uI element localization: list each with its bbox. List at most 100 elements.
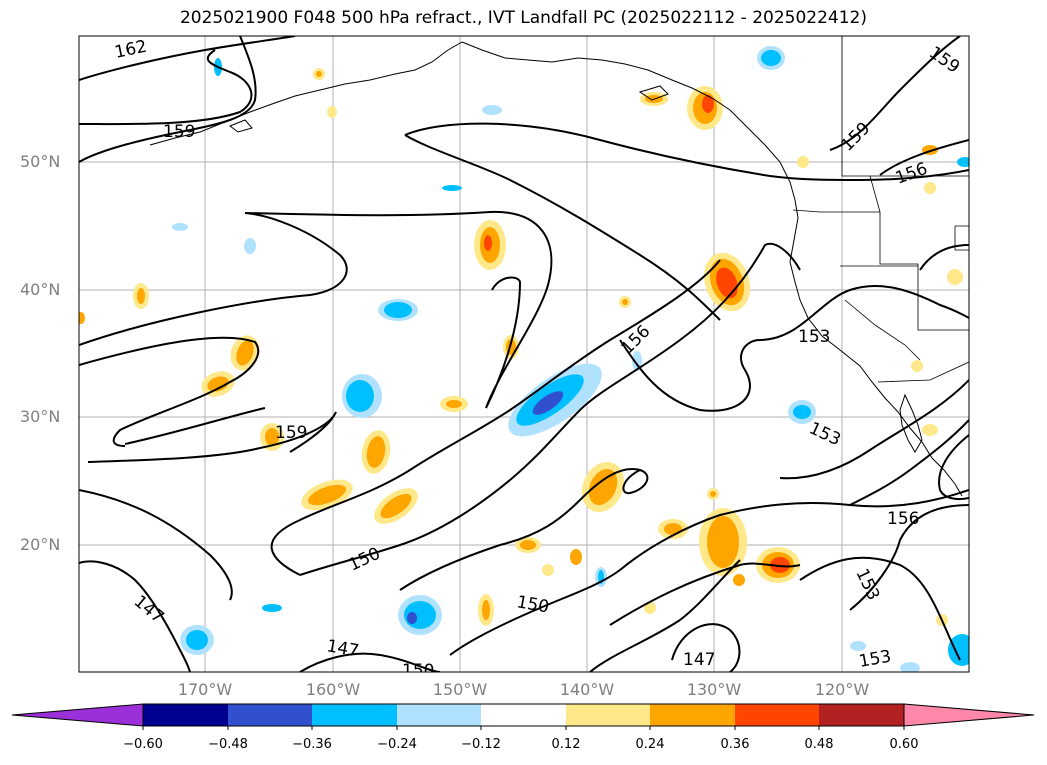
map-frame (78, 35, 970, 673)
map-title: 2025021900 F048 500 hPa refract., IVT La… (179, 8, 867, 28)
anomaly-blob (327, 106, 337, 118)
anomaly-blob (957, 157, 969, 167)
contour-label: 147 (683, 650, 715, 670)
lat-label: 20°N (20, 535, 61, 554)
anomaly-blob (702, 95, 714, 113)
anomaly-blob (570, 549, 582, 565)
colorbar (11, 703, 1035, 730)
colorbar-segment (397, 704, 481, 726)
anomaly-blob (588, 468, 618, 506)
contour-label: 150 (346, 544, 384, 576)
contour-label: 159 (163, 122, 195, 142)
anomaly-blob (644, 602, 656, 614)
contour-label: 147 (130, 592, 168, 628)
colorbar-tick-label: 0.36 (720, 737, 750, 752)
contour-label: 150 (402, 661, 434, 681)
anomaly-blob (761, 50, 781, 66)
colorbar-tick-label: 0.12 (551, 737, 581, 752)
anomaly-blob (172, 223, 188, 231)
anomaly-blob (244, 238, 256, 254)
anomaly-blob (733, 574, 745, 586)
lat-label: 30°N (20, 407, 61, 426)
political-borders (792, 36, 969, 383)
anomaly-blob (79, 312, 85, 324)
contour-label: 153 (851, 566, 883, 604)
anomaly-blob (407, 612, 417, 624)
anomaly-blob (948, 634, 969, 666)
anomaly-blob (482, 600, 490, 620)
colorbar-tick-label: −0.60 (123, 737, 163, 752)
anomaly-blob (316, 71, 322, 77)
shaded-anomalies (79, 46, 969, 672)
contour-label: 156 (617, 321, 654, 358)
lon-label: 120°W (814, 680, 870, 699)
anomaly-blob (137, 288, 145, 304)
anomaly-blob (664, 523, 682, 535)
anomaly-blob (850, 641, 866, 651)
lon-label: 170°W (177, 680, 233, 699)
anomaly-blob (900, 662, 920, 672)
colorbar-segment (735, 704, 819, 726)
lat-label: 50°N (20, 152, 61, 171)
lon-label: 130°W (686, 680, 742, 699)
lon-label: 160°W (305, 680, 361, 699)
anomaly-blob (308, 484, 346, 506)
anomaly-blob (622, 299, 628, 305)
anomaly-blob (446, 400, 462, 408)
anomaly-blob (520, 540, 536, 550)
contour-label: 153 (857, 647, 892, 672)
anomaly-blob (482, 105, 502, 115)
anomaly-blob (947, 269, 963, 285)
contour-label: 150 (515, 592, 550, 617)
anomaly-blob (797, 156, 809, 168)
coastlines (149, 41, 963, 497)
colorbar-tick-label: −0.12 (461, 737, 501, 752)
lon-label: 140°W (559, 680, 615, 699)
contour-label: 159 (925, 43, 963, 78)
contour-label: 156 (887, 509, 919, 529)
anomaly-blob (707, 516, 739, 568)
colorbar-segment (143, 704, 228, 726)
gridlines (79, 36, 969, 672)
anomaly-blob (186, 630, 208, 650)
anomaly-blob (262, 604, 282, 612)
colorbar-tick-label: −0.24 (377, 737, 417, 752)
anomaly-blob (380, 493, 412, 519)
anomaly-blob (793, 405, 811, 419)
anomaly-blob (346, 380, 374, 412)
anomaly-blob (265, 428, 279, 446)
contour-label: 162 (113, 37, 149, 63)
anomaly-blob (236, 340, 254, 366)
anomaly-blob (384, 302, 412, 318)
colorbar-segment (650, 704, 735, 726)
anomaly-blob (366, 436, 386, 468)
anomaly-blob (532, 391, 564, 415)
colorbar-segment (819, 704, 904, 726)
colorbar-segment (228, 704, 312, 726)
colorbar-extend-left (11, 703, 144, 727)
colorbar-extend-right (903, 703, 1035, 727)
colorbar-tick-label: −0.48 (208, 737, 248, 752)
anomaly-blob (911, 360, 923, 372)
colorbar-tick-label: 0.24 (635, 737, 665, 752)
anomaly-blob (924, 182, 936, 194)
contour-label: 159 (275, 423, 307, 443)
contour-lines (79, 36, 969, 672)
lat-label: 40°N (20, 280, 61, 299)
map-plot-area: 162 159 159 159 156 159 156 153 153 153 … (79, 36, 969, 681)
lon-label: 150°W (432, 680, 488, 699)
contour-label: 153 (798, 327, 830, 347)
colorbar-tick-label: 0.48 (804, 737, 834, 752)
anomaly-blob (710, 491, 716, 497)
anomaly-blob (542, 564, 554, 576)
anomaly-blob (442, 185, 462, 191)
contour-label: 153 (806, 418, 844, 450)
anomaly-blob (922, 424, 938, 436)
colorbar-tick-label: 0.60 (889, 737, 919, 752)
colorbar-tick-label: −0.36 (292, 737, 332, 752)
colorbar-segment (566, 704, 650, 726)
colorbar-frame (142, 703, 905, 727)
colorbar-segment (481, 704, 566, 726)
colorbar-segment (312, 704, 397, 726)
